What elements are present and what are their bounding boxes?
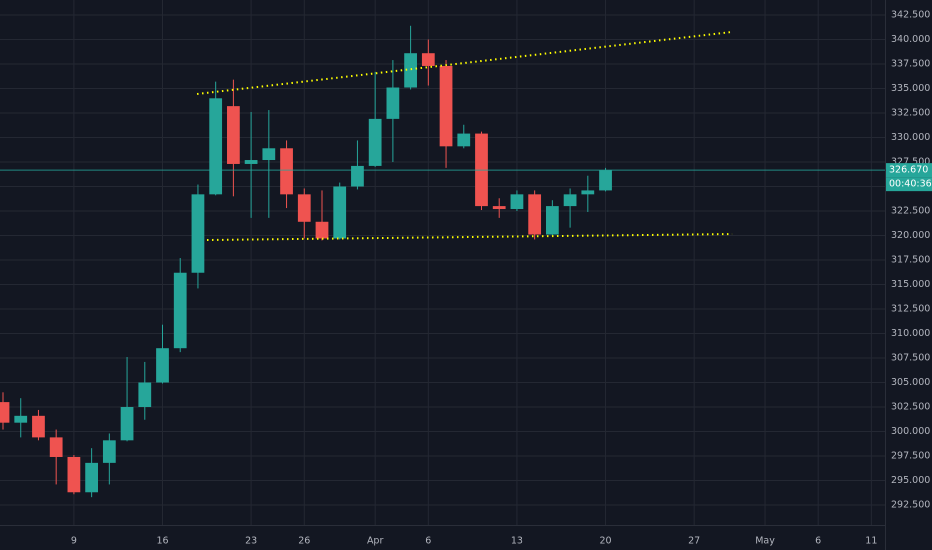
- y-tick-label: 322.500: [891, 205, 930, 216]
- candle-body: [368, 118, 382, 166]
- x-tick-label: 6: [425, 536, 431, 547]
- candle-body: [49, 437, 63, 457]
- candle-body: [191, 194, 205, 273]
- candle-body: [421, 53, 435, 66]
- y-tick-label: 335.000: [891, 83, 930, 94]
- y-tick-label: 297.500: [891, 451, 930, 462]
- y-tick-label: 337.500: [891, 58, 930, 69]
- y-tick-label: 317.500: [891, 255, 930, 266]
- candle-body: [333, 186, 347, 239]
- candle-body: [528, 194, 542, 235]
- candle-body: [102, 440, 116, 463]
- y-tick-label: 332.500: [891, 107, 930, 118]
- candle-body: [262, 148, 276, 161]
- x-tick-label: 9: [71, 536, 77, 547]
- y-tick-label: 305.000: [891, 377, 930, 388]
- countdown-label: 00:40:36: [889, 179, 932, 190]
- candle-body: [404, 53, 417, 88]
- candle-body: [173, 272, 187, 349]
- y-tick-label: 307.500: [891, 353, 930, 364]
- candle-body: [599, 170, 612, 191]
- y-tick-label: 315.000: [891, 279, 930, 290]
- countdown-badge: [886, 177, 932, 192]
- candle-body: [32, 415, 45, 438]
- x-tick-label: 20: [599, 536, 611, 547]
- candle-body: [138, 382, 152, 408]
- x-tick-label: 6: [815, 536, 821, 547]
- y-tick-label: 342.500: [891, 9, 930, 20]
- y-tick-label: 320.000: [891, 230, 930, 241]
- y-tick-label: 302.500: [891, 402, 930, 413]
- x-tick-label: May: [755, 536, 775, 547]
- last-price-badge: [886, 163, 932, 178]
- y-tick-label: 295.000: [891, 475, 930, 486]
- candle-body: [14, 415, 28, 423]
- y-tick-label: 310.000: [891, 328, 930, 339]
- y-tick-label: 340.000: [891, 34, 930, 45]
- x-tick-label: 26: [298, 536, 310, 547]
- y-tick-label: 300.000: [891, 426, 930, 437]
- last-price-label: 326.670: [889, 165, 928, 176]
- candle-body: [67, 456, 81, 493]
- candle-body: [439, 65, 453, 147]
- candle-body: [209, 98, 223, 195]
- candle-body: [0, 402, 10, 423]
- y-tick-label: 330.000: [891, 132, 930, 143]
- candle-body: [297, 194, 311, 222]
- y-tick-label: 312.500: [891, 304, 930, 315]
- candle-body: [457, 133, 471, 147]
- y-tick-label: 327.500: [891, 156, 930, 167]
- x-tick-label: Apr: [367, 536, 384, 547]
- candle-body: [510, 194, 524, 210]
- candle-body: [581, 190, 595, 195]
- candle-body: [492, 206, 506, 210]
- y-tick-label: 292.500: [891, 500, 930, 511]
- candle-body: [227, 106, 240, 164]
- candle-body: [120, 407, 134, 441]
- candle-body: [156, 348, 169, 383]
- candle-body: [280, 148, 293, 195]
- candle-body: [545, 206, 559, 235]
- candle-body: [351, 165, 364, 187]
- candle-body: [244, 160, 258, 164]
- candle-body: [85, 462, 98, 493]
- x-tick-label: 27: [688, 536, 700, 547]
- x-tick-label: 13: [511, 536, 523, 547]
- candle-body: [315, 221, 329, 239]
- candle-body: [386, 87, 400, 119]
- x-tick-label: 16: [156, 536, 168, 547]
- candle-body: [563, 194, 577, 207]
- x-tick-label: 11: [865, 536, 877, 547]
- x-tick-label: 23: [245, 536, 257, 547]
